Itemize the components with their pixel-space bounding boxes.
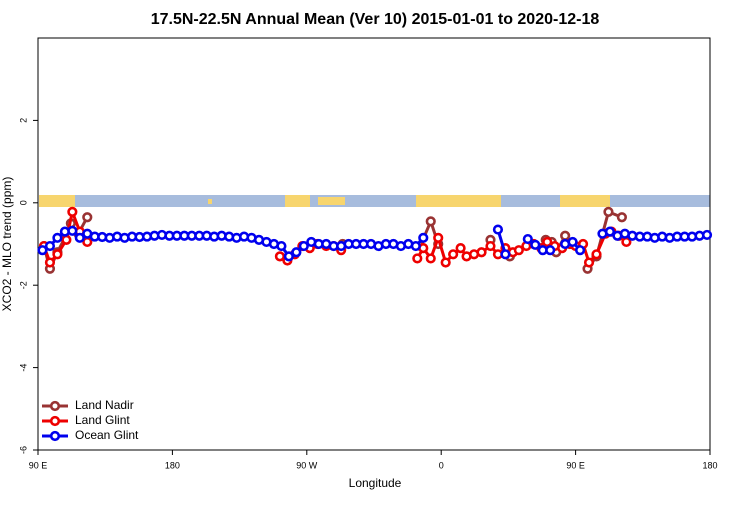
y-axis-title: XCO2 - MLO trend (ppm) bbox=[0, 177, 14, 312]
point bbox=[82, 212, 93, 223]
point bbox=[274, 251, 286, 262]
plot-frame bbox=[37, 37, 711, 451]
point bbox=[545, 245, 556, 256]
x-tick-label: 90 W bbox=[296, 460, 318, 470]
point bbox=[425, 216, 436, 227]
point bbox=[276, 240, 287, 252]
point bbox=[455, 243, 466, 254]
point bbox=[44, 240, 56, 252]
legend-label: Ocean Glint bbox=[75, 428, 139, 442]
point bbox=[44, 257, 56, 268]
legend-label: Land Nadir bbox=[75, 398, 134, 412]
y-tick-label: -6 bbox=[18, 446, 28, 454]
point bbox=[52, 232, 63, 243]
chart-title: 17.5N-22.5N Annual Mean (Ver 10) 2015-01… bbox=[151, 11, 600, 28]
legend-marker bbox=[49, 430, 61, 442]
legend-marker bbox=[49, 400, 61, 412]
point bbox=[67, 206, 78, 217]
point bbox=[583, 257, 595, 268]
legend-label: Land Glint bbox=[75, 413, 130, 427]
point bbox=[291, 247, 302, 258]
point bbox=[433, 232, 444, 243]
point bbox=[412, 253, 423, 264]
point bbox=[560, 230, 571, 241]
point bbox=[410, 240, 421, 252]
point bbox=[485, 240, 496, 252]
map-strip bbox=[39, 195, 710, 207]
point bbox=[298, 240, 309, 252]
point bbox=[542, 236, 553, 248]
point bbox=[283, 251, 294, 262]
x-tick-label: 180 bbox=[702, 460, 717, 470]
x-tick-label: 180 bbox=[165, 460, 180, 470]
point bbox=[440, 257, 451, 268]
point bbox=[448, 249, 459, 260]
point bbox=[74, 232, 85, 243]
point bbox=[567, 236, 578, 248]
point bbox=[603, 206, 614, 217]
y-tick-label: 2 bbox=[18, 118, 28, 123]
point bbox=[61, 234, 72, 245]
point bbox=[522, 233, 533, 245]
point bbox=[530, 239, 541, 250]
y-tick-label: 0 bbox=[18, 200, 28, 205]
x-tick-label: 90 E bbox=[566, 460, 585, 470]
y-tick-label: -2 bbox=[18, 281, 28, 289]
point bbox=[476, 247, 487, 258]
point bbox=[492, 224, 504, 235]
point bbox=[67, 225, 78, 236]
point bbox=[591, 249, 602, 260]
point bbox=[574, 245, 586, 256]
point bbox=[425, 253, 436, 264]
point bbox=[616, 212, 627, 223]
point bbox=[418, 232, 429, 243]
y-tick-label: -4 bbox=[18, 364, 28, 372]
x-tick-label: 0 bbox=[439, 460, 444, 470]
x-tick-label: 90 E bbox=[29, 460, 48, 470]
point bbox=[701, 229, 713, 241]
legend-marker bbox=[49, 415, 61, 427]
point bbox=[37, 245, 48, 256]
point bbox=[52, 249, 63, 260]
point bbox=[604, 226, 616, 237]
x-axis-title: Longitude bbox=[349, 476, 402, 490]
point bbox=[500, 249, 511, 260]
point bbox=[513, 245, 524, 256]
